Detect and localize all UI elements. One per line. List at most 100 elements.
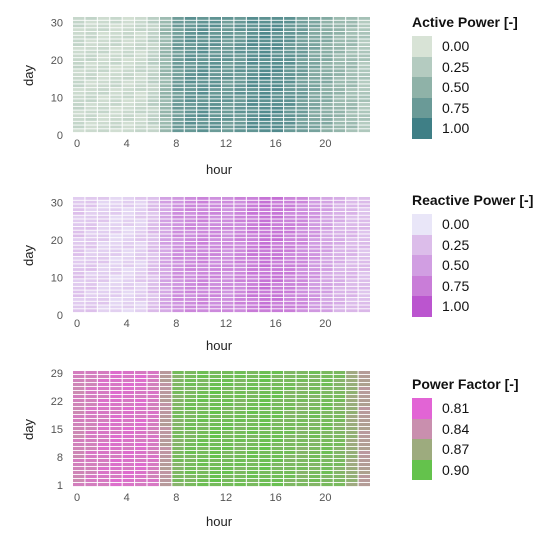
heatmap-cell (308, 88, 321, 91)
heatmap-cell (97, 88, 110, 91)
heatmap-cell (246, 24, 259, 28)
heatmap-cell (321, 391, 333, 395)
heatmap-cell (209, 305, 221, 309)
heatmap-cell (271, 241, 284, 245)
heatmap-cell (222, 39, 234, 43)
heatmap-cell (358, 121, 370, 125)
heatmap-cell (246, 76, 259, 80)
heatmap-cell (284, 290, 296, 294)
heatmap-cell (222, 219, 234, 223)
heatmap-cell (122, 230, 135, 234)
heatmap-cell (358, 451, 370, 455)
heatmap-cell (246, 431, 259, 435)
heatmap-cell (197, 31, 209, 35)
heatmap-cell (308, 423, 321, 427)
heatmap-cell (333, 479, 346, 483)
heatmap-cell (85, 301, 97, 305)
heatmap-cell (246, 245, 259, 249)
heatmap-cell (358, 43, 370, 47)
heatmap-cell (122, 95, 135, 99)
heatmap-cell (259, 69, 271, 73)
heatmap-cell (197, 439, 209, 443)
legend-entry: 0.90 (412, 459, 519, 480)
heatmap-cell (159, 58, 172, 62)
heatmap-cell (246, 46, 259, 50)
heatmap-cell (122, 399, 135, 403)
heatmap-cell (358, 28, 370, 32)
heatmap-cell (222, 46, 234, 50)
heatmap-cell (209, 129, 221, 133)
heatmap-cell (259, 46, 271, 50)
heatmap-cell (184, 435, 197, 439)
heatmap-cell (184, 80, 197, 84)
heatmap-cell (159, 69, 172, 73)
heatmap-cell (308, 253, 321, 256)
heatmap-cell (110, 28, 122, 32)
heatmap-cell (110, 455, 122, 459)
heatmap-cell (159, 129, 172, 133)
heatmap-cell (85, 415, 97, 419)
heatmap-cell (358, 479, 370, 483)
heatmap-cell (346, 286, 358, 290)
heatmap-cell (346, 371, 358, 375)
heatmap-cell (85, 271, 97, 275)
heatmap-cell (259, 411, 271, 415)
heatmap-cell (259, 427, 271, 431)
heatmap-cell (85, 260, 97, 264)
heatmap-cell (234, 463, 246, 467)
heatmap-cell (321, 54, 333, 58)
heatmap-cell (234, 403, 246, 407)
heatmap-cell (234, 234, 246, 238)
heatmap-cell (222, 419, 234, 423)
heatmap-cell (346, 253, 358, 256)
heatmap-cell (222, 305, 234, 309)
heatmap-cell (122, 371, 135, 375)
heatmap-cell (122, 31, 135, 35)
heatmap-cell (284, 407, 296, 411)
heatmap-cell (346, 379, 358, 383)
heatmap-cell (110, 197, 122, 200)
heatmap-cell (159, 17, 172, 20)
heatmap-cell (222, 204, 234, 208)
heatmap-cell (85, 431, 97, 435)
heatmap-cell (259, 17, 271, 20)
heatmap-cell (73, 50, 85, 54)
heatmap-cell (184, 419, 197, 423)
heatmap-cell (358, 103, 370, 106)
heatmap-cell (259, 215, 271, 219)
heatmap-cell (346, 238, 358, 242)
heatmap-cell (122, 443, 135, 447)
heatmap-cell (172, 28, 184, 32)
heatmap-cell (222, 43, 234, 47)
heatmap-cell (184, 463, 197, 467)
heatmap-cell (358, 54, 370, 58)
heatmap-cell (122, 88, 135, 91)
heatmap-cell (159, 35, 172, 39)
heatmap-cell (234, 17, 246, 20)
heatmap-cell (209, 215, 221, 219)
heatmap-cell (209, 200, 221, 204)
heatmap-cell (222, 197, 234, 200)
heatmap-cell (222, 129, 234, 133)
heatmap-cell (222, 275, 234, 279)
heatmap-cell (197, 65, 209, 69)
heatmap-cell (296, 129, 308, 133)
heatmap-cell (122, 271, 135, 275)
heatmap-cell (147, 455, 159, 459)
heatmap-cell (85, 256, 97, 260)
heatmap-cell (284, 125, 296, 129)
heatmap-cell (246, 121, 259, 125)
heatmap-cell (110, 110, 122, 114)
heatmap-cell (97, 423, 110, 427)
heatmap-cell (135, 91, 147, 95)
heatmap-cell (110, 226, 122, 230)
heatmap-cell (222, 253, 234, 256)
heatmap-cell (135, 103, 147, 106)
heatmap-cell (97, 241, 110, 245)
heatmap-cell (110, 471, 122, 475)
heatmap-cell (147, 69, 159, 73)
heatmap-cell (296, 238, 308, 242)
heatmap-cell (110, 17, 122, 20)
heatmap-cell (147, 43, 159, 47)
heatmap-cell (159, 50, 172, 54)
